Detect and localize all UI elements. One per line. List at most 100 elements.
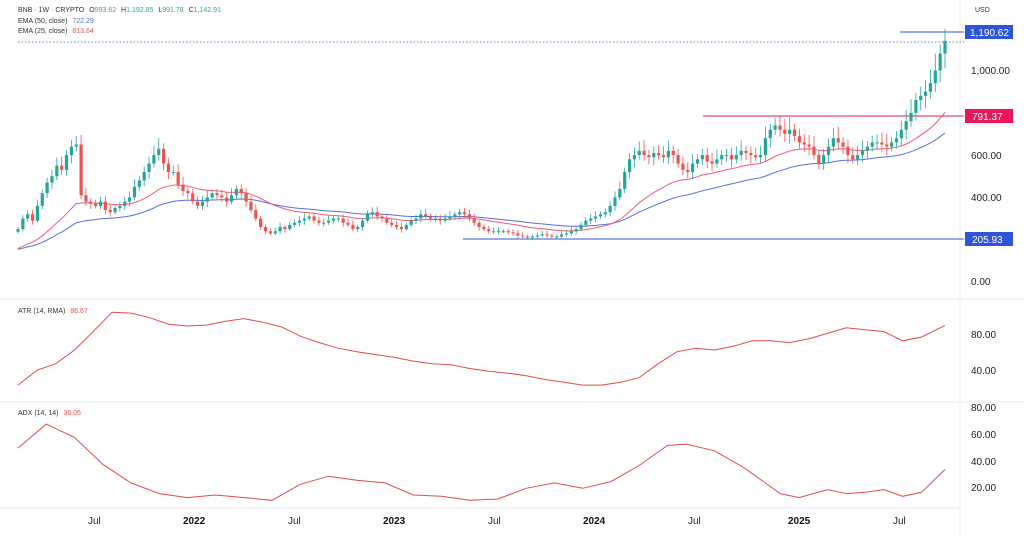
candle-body: [84, 195, 88, 202]
svg-text:EMA (50, close) 722.29: EMA (50, close) 722.29: [18, 18, 94, 25]
candle-body: [132, 186, 137, 198]
candle-body: [288, 224, 292, 230]
candle-body: [118, 205, 122, 208]
candle-body: [89, 201, 93, 204]
candle-body: [705, 155, 709, 162]
candle-body: [642, 150, 646, 156]
candle-body: [603, 212, 607, 215]
adx-tick-60: 60.00: [971, 430, 996, 441]
candle-body: [880, 142, 884, 145]
low-label: L: [158, 7, 162, 14]
candle-body: [152, 155, 156, 164]
candle-body: [792, 129, 797, 137]
atr-value: 86.67: [70, 308, 88, 315]
ema25-legend-value: 813.64: [72, 28, 94, 35]
candle-body: [666, 150, 670, 158]
candle-body: [239, 188, 243, 194]
candle-body: [564, 233, 569, 235]
candle-body: [467, 214, 471, 219]
level-tag-support: 205.93: [972, 235, 1003, 246]
level-tag-resistance: 791.37: [972, 112, 1003, 123]
candle-body: [657, 152, 661, 156]
price-tick-0: 0.00: [971, 277, 991, 288]
close-value: 1,142.91: [194, 7, 221, 14]
candle-body: [822, 155, 826, 164]
candle-body: [438, 218, 442, 221]
candle-body: [923, 91, 928, 96]
candle-body: [788, 129, 792, 134]
candle-body: [433, 218, 437, 220]
x-tick-jul-2022: Jul: [288, 516, 301, 527]
adx-tick-80: 80.00: [971, 403, 996, 414]
candle-body: [729, 155, 734, 160]
candle-body: [293, 222, 297, 225]
level-tag-high: 1,190.62: [970, 28, 1009, 39]
candle-body: [894, 138, 899, 143]
candle-body: [919, 95, 923, 101]
adx-line: [17, 423, 946, 501]
candle-body: [322, 222, 326, 224]
candle-body: [535, 235, 539, 237]
candle-body: [79, 144, 83, 196]
candle-body: [744, 150, 748, 153]
candle-body: [113, 207, 117, 213]
candle-body: [278, 227, 282, 232]
candle-body: [181, 184, 185, 192]
candle-body: [749, 152, 753, 156]
candle-body: [16, 229, 20, 232]
candle-body: [700, 155, 704, 160]
candle-body: [210, 193, 214, 198]
candle-body: [244, 193, 248, 202]
candle-body: [627, 159, 632, 173]
candle-body: [341, 218, 345, 223]
svg-text:ADX (14, 14) 36.05: ADX (14, 14) 36.05: [18, 410, 81, 417]
candle-body: [569, 231, 573, 234]
atr-tick-80: 80.00: [971, 330, 996, 341]
candle-body: [608, 205, 612, 213]
svg-text:ATR (14, RMA) 86.67: ATR (14, RMA) 86.67: [18, 308, 88, 315]
candle-body: [739, 150, 743, 156]
candle-body: [147, 163, 151, 173]
ema50-line: [17, 132, 946, 250]
candle-body: [613, 197, 617, 206]
candle-body: [166, 163, 171, 173]
high-value: 1,192.85: [126, 7, 153, 14]
candle-body: [191, 193, 195, 202]
candle-body: [550, 235, 554, 237]
candle-body: [317, 220, 321, 223]
candle-body: [856, 155, 860, 160]
ema50-legend-label: EMA (50, close): [18, 18, 67, 25]
candle-body: [695, 159, 700, 164]
candle-body: [676, 155, 680, 164]
candle-body: [249, 201, 253, 211]
candle-body: [390, 222, 394, 225]
x-tick-2022: 2022: [183, 516, 206, 527]
candle-body: [773, 125, 777, 130]
candle-body: [472, 218, 476, 223]
level-tag-high-bg: [965, 25, 1013, 39]
candle-body: [45, 182, 49, 194]
candle-body: [35, 205, 40, 221]
candle-body: [356, 227, 360, 230]
candle-body: [360, 220, 365, 228]
atr-label: ATR (14, RMA): [18, 308, 65, 315]
candle-body: [720, 155, 724, 160]
candle-body: [21, 218, 25, 230]
currency-label: USD: [975, 7, 990, 14]
candle-body: [865, 146, 869, 151]
candle-body: [647, 155, 651, 158]
candle-body: [26, 214, 30, 219]
candle-body: [904, 121, 908, 130]
candle-body: [40, 193, 44, 206]
candle-body: [162, 148, 166, 164]
candle-body: [623, 172, 627, 189]
candle-body: [802, 142, 806, 145]
candle-body: [409, 220, 413, 225]
candle-body: [254, 210, 258, 219]
open-value: 993.62: [95, 7, 117, 14]
candle-body: [171, 172, 175, 174]
candle-body: [521, 235, 525, 237]
candle-body: [836, 138, 840, 143]
candle-body: [64, 155, 69, 170]
